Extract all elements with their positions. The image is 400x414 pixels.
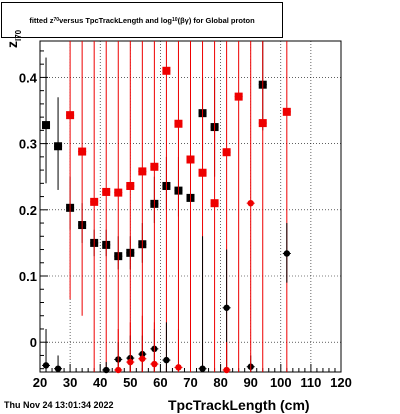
title-mid: versus TpcTrackLength and log (59, 15, 173, 25)
y-axis-label-sub: l70 (13, 29, 23, 41)
x-tick-label: 20 (33, 375, 47, 390)
data-point (139, 355, 146, 362)
x-tick-label: 50 (123, 375, 137, 390)
data-point (234, 92, 243, 101)
data-point (223, 304, 230, 311)
data-point (54, 142, 63, 151)
data-point (54, 365, 62, 372)
x-tick-label: 120 (330, 375, 352, 390)
data-point (42, 362, 50, 369)
data-point (42, 121, 51, 130)
data-point (282, 107, 291, 116)
datestamp: Thu Nov 24 13:01:34 2022 (4, 400, 114, 410)
data-point (114, 188, 123, 197)
data-point (283, 250, 291, 257)
data-point (115, 366, 122, 374)
y-tick-label: 0.3 (19, 137, 37, 152)
x-tick-label: 80 (213, 375, 227, 390)
title-suffix: (βγ) for Global proton (177, 15, 255, 25)
data-point (258, 119, 267, 128)
data-point (162, 66, 171, 75)
data-point (138, 167, 147, 176)
plot-title: fitted z 70 versus TpcTrackLength and log… (1, 2, 283, 38)
data-point (126, 181, 135, 190)
data-point (198, 168, 207, 177)
y-tick-label: 0.2 (19, 203, 37, 218)
y-tick-label: 0.4 (19, 70, 38, 85)
title-sub-2: 10 (172, 17, 178, 23)
data-point (150, 162, 159, 171)
data-point (66, 111, 75, 120)
x-tick-label: 60 (153, 375, 167, 390)
y-tick-label: 0 (30, 335, 37, 350)
data-point (223, 366, 230, 374)
data-point (222, 148, 231, 157)
title-prefix: fitted z (29, 15, 54, 25)
title-sub-1: 70 (53, 17, 60, 23)
data-point (103, 366, 110, 374)
data-point (210, 199, 219, 208)
data-point (102, 187, 111, 196)
x-tick-label: 100 (270, 375, 292, 390)
x-axis-label: TpcTrackLength (cm) (168, 397, 310, 413)
data-point (163, 356, 170, 364)
data-point (247, 199, 254, 207)
x-tick-label: 30 (63, 375, 77, 390)
y-tick-label: 0.1 (19, 269, 37, 284)
data-point (186, 155, 195, 164)
data-point (175, 364, 182, 371)
data-point (90, 197, 99, 206)
data-point (174, 119, 183, 128)
y-axis-label: zl70 (4, 30, 23, 48)
x-tick-label: 40 (93, 375, 107, 390)
x-tick-label: 110 (300, 375, 321, 390)
x-tick-label: 90 (243, 375, 257, 390)
y-axis-label-main: z (4, 41, 20, 48)
x-tick-label: 70 (183, 375, 197, 390)
data-point (199, 365, 206, 372)
data-point (151, 360, 158, 368)
data-point (78, 147, 87, 156)
data-point (127, 358, 134, 366)
